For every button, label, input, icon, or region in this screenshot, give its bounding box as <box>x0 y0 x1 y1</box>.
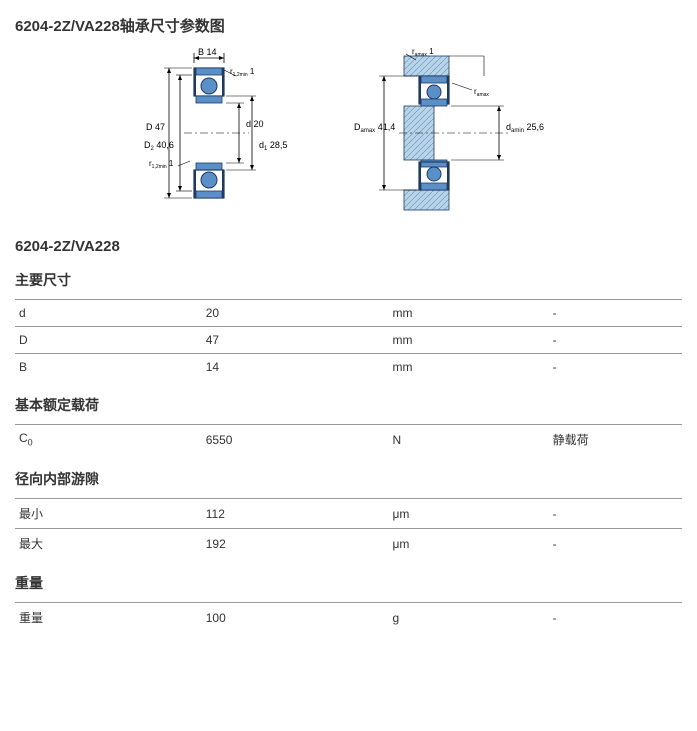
diagram-left: B 14 D 4 <box>134 48 314 218</box>
param-note: - <box>549 499 682 529</box>
table-row: 最小112μm- <box>15 499 682 529</box>
table-row: D47mm- <box>15 327 682 354</box>
param-value: 20 <box>202 300 389 327</box>
param-value: 14 <box>202 354 389 381</box>
param-unit: mm <box>389 354 549 381</box>
dim-B: B 14 <box>198 48 217 57</box>
svg-text:r1,2min 1: r1,2min 1 <box>230 67 255 78</box>
section-title: 基本额定载荷 <box>15 395 682 419</box>
spec-table: 最小112μm-最大192μm- <box>15 498 682 558</box>
param-note: - <box>549 300 682 327</box>
param-name: 最大 <box>15 529 202 559</box>
spec-table: C06550N静载荷 <box>15 424 682 454</box>
param-note: - <box>549 354 682 381</box>
section-title: 主要尺寸 <box>15 270 682 294</box>
svg-text:D2 40,6: D2 40,6 <box>144 140 174 152</box>
param-unit: mm <box>389 300 549 327</box>
param-value: 6550 <box>202 425 389 455</box>
section-title: 重量 <box>15 573 682 597</box>
param-name: d <box>15 300 202 327</box>
spec-table: d20mm-D47mm-B14mm- <box>15 299 682 380</box>
param-note: - <box>549 603 682 633</box>
svg-text:ramax: ramax <box>474 87 489 98</box>
param-unit: mm <box>389 327 549 354</box>
spec-table: 重量100g- <box>15 602 682 632</box>
param-value: 47 <box>202 327 389 354</box>
svg-text:r1,2min 1: r1,2min 1 <box>149 159 174 170</box>
param-unit: μm <box>389 529 549 559</box>
table-row: C06550N静载荷 <box>15 425 682 455</box>
param-value: 192 <box>202 529 389 559</box>
table-row: 重量100g- <box>15 603 682 633</box>
svg-text:d1 28,5: d1 28,5 <box>259 140 287 152</box>
page-title: 6204-2Z/VA228轴承尺寸参数图 <box>15 15 682 36</box>
diagram-right: ramax 1 Damax 41,4 ramax damin 25,6 <box>354 48 564 218</box>
svg-text:Damax 41,4: Damax 41,4 <box>354 122 395 134</box>
section-title: 径向内部游隙 <box>15 469 682 493</box>
param-unit: N <box>389 425 549 455</box>
param-name: 重量 <box>15 603 202 633</box>
param-value: 112 <box>202 499 389 529</box>
param-name: D <box>15 327 202 354</box>
svg-text:damin 25,6: damin 25,6 <box>506 122 544 134</box>
param-unit: g <box>389 603 549 633</box>
param-note: - <box>549 327 682 354</box>
param-note: 静载荷 <box>549 425 682 455</box>
param-name: 最小 <box>15 499 202 529</box>
svg-text:d 20: d 20 <box>246 119 264 129</box>
svg-text:D 47: D 47 <box>146 122 165 132</box>
table-row: d20mm- <box>15 300 682 327</box>
param-name: B <box>15 354 202 381</box>
param-name: C0 <box>15 425 202 455</box>
param-note: - <box>549 529 682 559</box>
table-row: 最大192μm- <box>15 529 682 559</box>
table-row: B14mm- <box>15 354 682 381</box>
product-name: 6204-2Z/VA228 <box>15 238 682 255</box>
diagram-container: B 14 D 4 <box>15 48 682 218</box>
param-unit: μm <box>389 499 549 529</box>
param-value: 100 <box>202 603 389 633</box>
